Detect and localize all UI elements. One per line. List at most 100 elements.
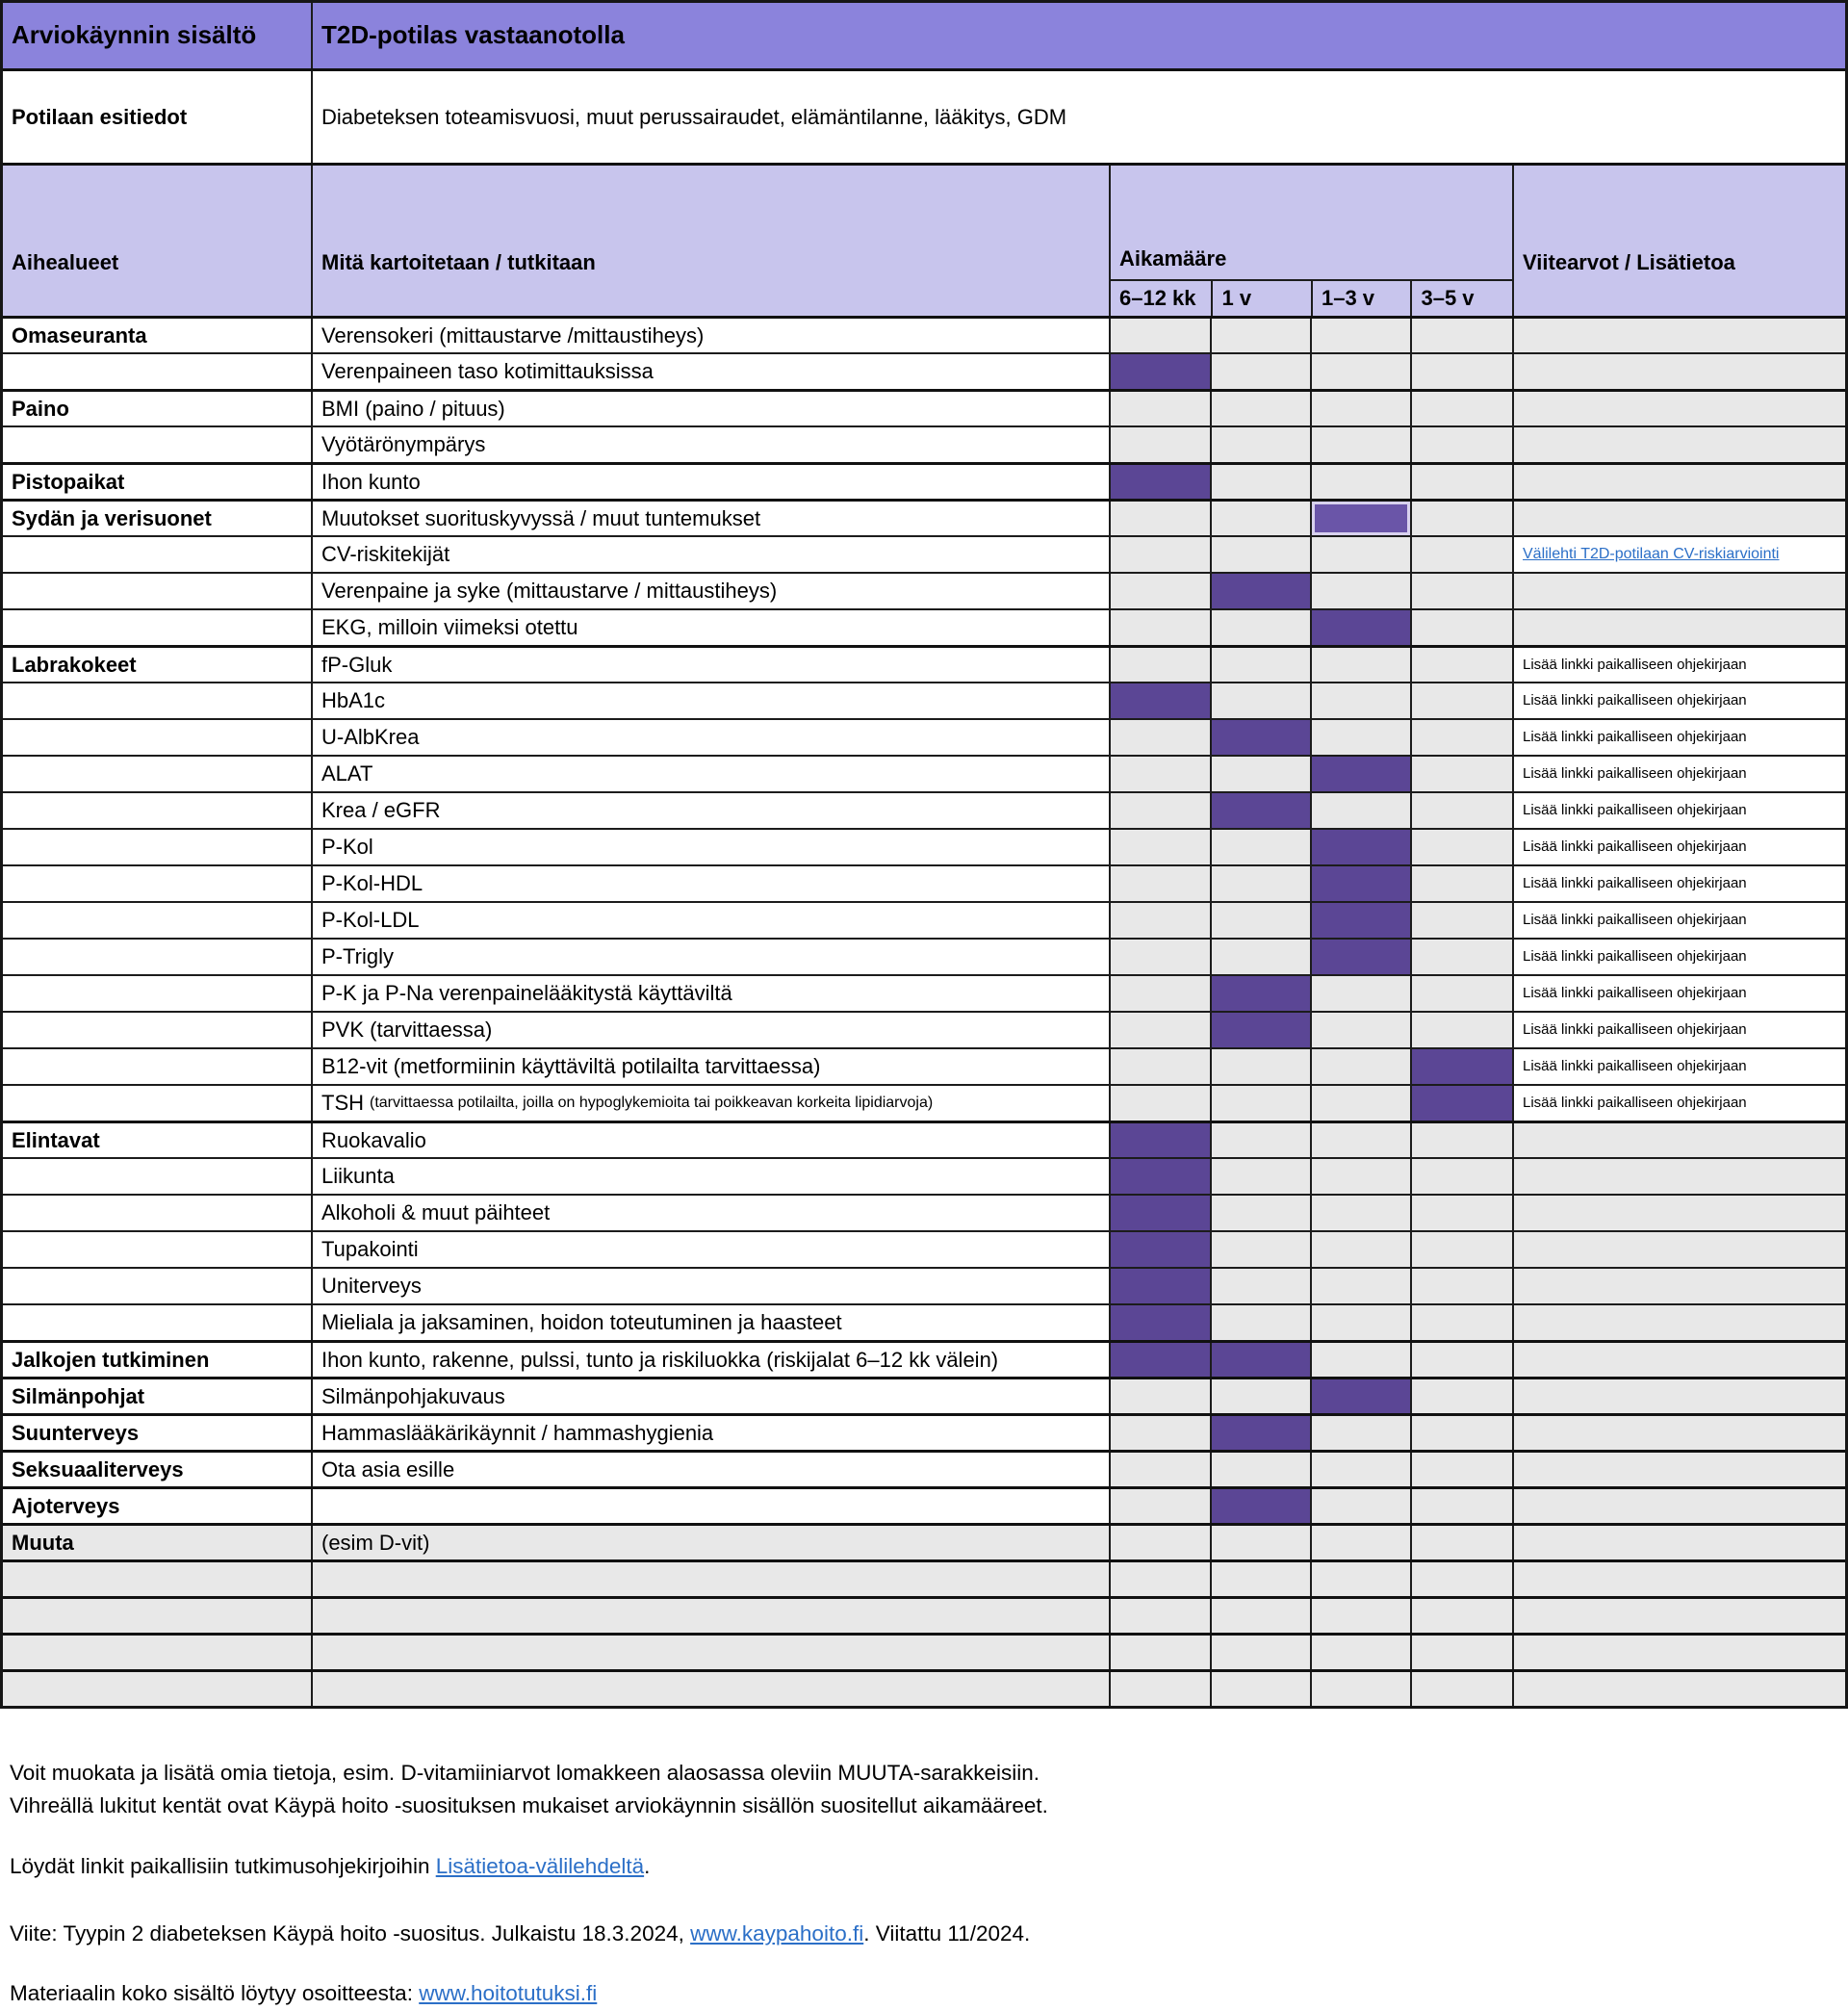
interval-mark-3-5v <box>1412 683 1514 718</box>
lisatietoa-tab-link[interactable]: Lisätietoa-välilehdeltä <box>435 1854 645 1878</box>
interval-mark-1v <box>1212 1599 1312 1633</box>
interval-mark-6-12kk <box>1111 610 1212 645</box>
reference-cell <box>1514 354 1845 389</box>
local-guidebook-note: Lisää linkki paikalliseen ohjekirjaan <box>1514 903 1845 938</box>
interval-mark-3-5v <box>1412 1269 1514 1303</box>
interval-mark-1v-filled <box>1212 793 1312 828</box>
interval-mark-1v <box>1212 866 1312 901</box>
interval-mark-3-5v <box>1412 1379 1514 1413</box>
interval-mark-3-5v <box>1412 1343 1514 1377</box>
reference-cell <box>1514 1159 1845 1194</box>
interval-mark-6-12kk <box>1111 1562 1212 1596</box>
kaypahoito-link[interactable]: www.kaypahoito.fi <box>690 1921 864 1946</box>
column-header-band: Aihealueet Mitä kartoitetaan / tutkitaan… <box>3 163 1845 316</box>
interval-mark-1-3v <box>1312 1269 1412 1303</box>
interval-mark-1v <box>1212 537 1312 572</box>
topic-cell <box>3 427 313 462</box>
item-cell: ALAT <box>313 757 1111 791</box>
reference-cell <box>1514 1672 1845 1706</box>
interval-mark-1-3v <box>1312 720 1412 755</box>
item-cell-note: (tarvittaessa potilailta, joilla on hypo… <box>370 1094 934 1111</box>
topic-cell: Sydän ja verisuonet <box>3 502 313 535</box>
topic-cell <box>3 793 313 828</box>
reference-cell <box>1514 1489 1845 1523</box>
interval-mark-1-3v <box>1312 1489 1412 1523</box>
interval-mark-6-12kk <box>1111 1379 1212 1413</box>
interval-mark-1v <box>1212 830 1312 864</box>
reference-cell <box>1514 1453 1845 1486</box>
table-row: Suunterveys Hammaslääkärikäynnit / hammas… <box>3 1413 1845 1450</box>
interval-mark-1v <box>1212 1232 1312 1267</box>
topic-cell <box>3 1049 313 1084</box>
interval-mark-3-5v <box>1412 866 1514 901</box>
item-cell: TSH (tarvittaessa potilailta, joilla on h… <box>313 1086 1111 1121</box>
topic-cell <box>3 976 313 1011</box>
footer-line-3-prefix: Löydät linkit paikallisiin tutkimusohjek… <box>10 1854 436 1878</box>
topic-cell: Silmänpohjat <box>3 1379 313 1413</box>
interval-mark-1v <box>1212 1379 1312 1413</box>
interval-mark-1-3v-filled <box>1312 1379 1412 1413</box>
table-row: Alkoholi & muut päihteet <box>3 1194 1845 1230</box>
topic-cell <box>3 1013 313 1047</box>
interval-mark-6-12kk <box>1111 392 1212 425</box>
local-guidebook-note: Lisää linkki paikalliseen ohjekirjaan <box>1514 1049 1845 1084</box>
item-cell: PVK (tarvittaessa) <box>313 1013 1111 1047</box>
interval-mark-6-12kk <box>1111 319 1212 352</box>
interval-mark-3-5v <box>1412 976 1514 1011</box>
topic-cell: Omaseuranta <box>3 319 313 352</box>
local-guidebook-note: Lisää linkki paikalliseen ohjekirjaan <box>1514 1086 1845 1121</box>
topic-cell: Ajoterveys <box>3 1489 313 1523</box>
interval-mark-3-5v <box>1412 319 1514 352</box>
item-cell: fP-Gluk <box>313 648 1111 682</box>
table-row: P-Kol-HDL Lisää linkki paikalliseen ohjek… <box>3 864 1845 901</box>
footer-line-5-prefix: Materiaalin koko sisältö löytyy osoittee… <box>10 1981 420 2005</box>
item-cell: Ruokavalio <box>313 1123 1111 1157</box>
interval-mark-1v <box>1212 1086 1312 1121</box>
interval-mark-3-5v <box>1412 1672 1514 1706</box>
topic-cell: Suunterveys <box>3 1416 313 1450</box>
interval-mark-1-3v <box>1312 1599 1412 1633</box>
interval-mark-1-3v-filled <box>1312 502 1412 535</box>
cv-risk-tab-link[interactable]: Välilehti T2D-potilaan CV-riskiarviointi <box>1523 545 1780 562</box>
reference-cell: Välilehti T2D-potilaan CV-riskiarviointi <box>1514 537 1845 572</box>
reference-cell <box>1514 1416 1845 1450</box>
interval-mark-1-3v <box>1312 1049 1412 1084</box>
interval-mark-1v <box>1212 757 1312 791</box>
interval-mark-6-12kk <box>1111 1453 1212 1486</box>
item-cell: Ihon kunto <box>313 465 1111 499</box>
table-row: Omaseuranta Verensokeri (mittaustarve /mi… <box>3 316 1845 352</box>
topic-cell: Paino <box>3 392 313 425</box>
table-row: TSH (tarvittaessa potilailta, joilla on h… <box>3 1084 1845 1121</box>
interval-mark-1-3v <box>1312 1196 1412 1230</box>
footer-note-edit: Voit muokata ja lisätä omia tietoja, esi… <box>10 1757 1848 1822</box>
hoitotutuksi-link[interactable]: www.hoitotutuksi.fi <box>419 1981 598 2005</box>
interval-mark-1-3v <box>1312 537 1412 572</box>
interval-mark-3-5v <box>1412 427 1514 462</box>
interval-mark-1-3v <box>1312 793 1412 828</box>
interval-mark-1-3v <box>1312 648 1412 682</box>
footer-notes: Voit muokata ja lisätä omia tietoja, esi… <box>0 1709 1848 2010</box>
footer-line-1: Voit muokata ja lisätä omia tietoja, esi… <box>10 1761 1040 1785</box>
item-cell: Tupakointi <box>313 1232 1111 1267</box>
interval-mark-1-3v <box>1312 1232 1412 1267</box>
interval-mark-1v <box>1212 354 1312 389</box>
table-row: Paino BMI (paino / pituus) <box>3 389 1845 425</box>
topic-cell <box>3 574 313 608</box>
item-cell <box>313 1672 1111 1706</box>
interval-mark-3-5v <box>1412 465 1514 499</box>
interval-mark-3-5v <box>1412 537 1514 572</box>
interval-mark-6-12kk <box>1111 1416 1212 1450</box>
interval-mark-1-3v-filled <box>1312 940 1412 974</box>
intro-row: Potilaan esitiedot Diabeteksen toteamisv… <box>3 68 1845 163</box>
table-body: Omaseuranta Verensokeri (mittaustarve /mi… <box>3 316 1845 1706</box>
assessment-table: Arviokäynnin sisältö T2D-potilas vastaan… <box>0 0 1848 1709</box>
local-guidebook-note: Lisää linkki paikalliseen ohjekirjaan <box>1514 648 1845 682</box>
interval-mark-1-3v <box>1312 574 1412 608</box>
table-row: Vyötärönympärys <box>3 425 1845 462</box>
interval-mark-6-12kk-filled <box>1111 683 1212 718</box>
interval-mark-6-12kk <box>1111 1672 1212 1706</box>
interval-mark-1-3v <box>1312 1086 1412 1121</box>
interval-mark-1v <box>1212 683 1312 718</box>
interval-mark-1-3v <box>1312 1159 1412 1194</box>
interval-mark-3-5v <box>1412 720 1514 755</box>
